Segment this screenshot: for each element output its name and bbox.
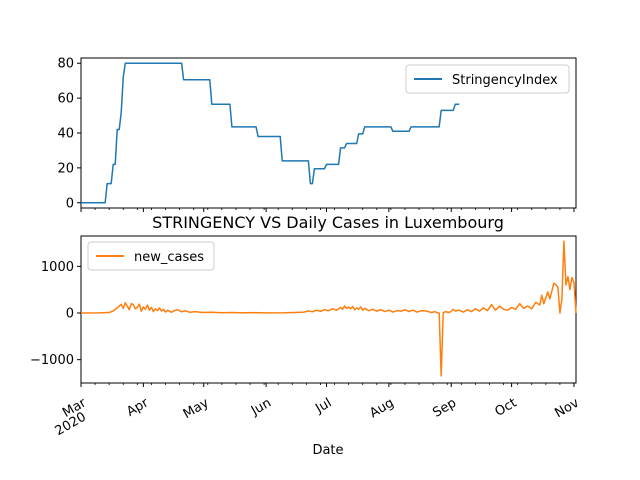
top-y-tick-label: 20	[57, 161, 74, 176]
x-tick-label: May	[181, 395, 212, 422]
x-tick-label: Jul	[312, 396, 334, 417]
bottom-y-tick-label: −1000	[30, 353, 74, 368]
top-y-tick-label: 40	[57, 127, 74, 142]
x-tick-label: Jun	[248, 396, 274, 420]
x-axis-label: Date	[312, 443, 343, 458]
top-legend-label: StringencyIndex	[452, 73, 558, 88]
top-panel: 0 20 40 60 80 StringencyIndex	[57, 57, 577, 212]
series-line-stringencyindex	[81, 62, 460, 204]
top-legend: StringencyIndex	[405, 64, 570, 94]
bottom-legend: new_cases	[87, 241, 215, 271]
x-tick-label: Apr	[124, 395, 152, 420]
x-tick-label: Nov	[552, 395, 582, 421]
x-tick-label: Aug	[367, 396, 396, 422]
bottom-y-tick-label: 0	[66, 307, 74, 322]
bottom-legend-box	[87, 241, 215, 271]
bottom-y-axis: −1000 0 1000	[30, 260, 81, 368]
bottom-plot-area	[80, 240, 577, 377]
bottom-legend-label: new_cases	[134, 250, 204, 265]
series-line-new-cases	[80, 240, 577, 377]
bottom-panel: STRINGENCY VS Daily Cases in Luxembourg …	[30, 213, 582, 458]
top-y-tick-label: 0	[66, 196, 74, 211]
top-y-tick-label: 80	[57, 57, 74, 72]
top-x-axis	[80, 208, 575, 212]
top-y-axis: 0 20 40 60 80	[57, 57, 81, 211]
chart-title: STRINGENCY VS Daily Cases in Luxembourg	[152, 213, 504, 232]
bottom-y-tick-label: 1000	[41, 260, 74, 275]
x-tick-label: Oct	[492, 396, 519, 420]
top-plot-area	[81, 62, 460, 204]
x-tick-label: Sep	[430, 396, 459, 421]
top-y-tick-label: 60	[57, 92, 74, 107]
top-legend-box	[405, 64, 570, 94]
